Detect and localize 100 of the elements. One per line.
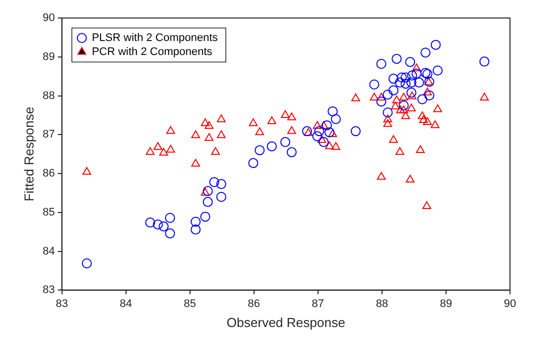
point [407,70,418,81]
point [200,118,210,126]
x-tick-label: 83 [56,298,68,310]
point [200,188,210,196]
y-tick-label: 90 [42,12,55,24]
point [401,111,410,120]
x-tick-label: 89 [440,298,452,310]
point [418,111,427,120]
point [412,64,421,72]
point [280,110,290,118]
y-tick-label: 89 [42,50,55,63]
point [480,92,489,100]
point [392,54,402,64]
point [328,129,338,138]
point [405,56,416,67]
point [202,186,213,196]
point [153,142,162,150]
x-tick-label: 84 [120,298,132,310]
point [430,40,441,50]
point [216,192,226,202]
point [351,93,360,102]
point [146,147,155,155]
point [254,145,265,156]
point [190,224,201,235]
legend-label: PCR with 2 Components [92,46,213,58]
point [324,127,334,138]
point [412,68,422,79]
point [165,228,176,238]
point [317,135,326,143]
point [82,166,92,175]
point [400,78,411,89]
x-tick-label: 88 [376,298,388,310]
point [424,90,434,100]
point [286,147,297,158]
point [200,212,210,222]
point [202,196,213,207]
point [152,219,163,230]
point [406,78,416,88]
point [328,106,338,116]
x-tick-label: 86 [248,298,260,310]
y-axis-title: Fitted Response [21,106,36,202]
point [312,131,322,142]
y-tick-label: 84 [42,245,55,258]
point [394,78,405,88]
point [325,141,334,150]
point [248,158,258,168]
point [191,130,200,138]
point [423,117,432,125]
point [406,174,415,183]
point [280,137,290,148]
point [209,177,220,188]
point [376,96,386,107]
point [145,218,156,228]
point [416,145,425,153]
point [82,258,92,268]
y-tick-label: 86 [42,168,55,180]
point [287,112,296,120]
point [204,133,214,141]
point [432,65,443,76]
point [392,95,402,104]
y-tick-label: 88 [42,90,55,102]
y-tick-label: 85 [42,206,55,218]
point [396,106,405,114]
point [382,90,393,100]
x-tick-label: 85 [184,298,196,310]
point [312,121,322,129]
point [166,144,176,153]
point [216,114,226,122]
point [159,148,168,156]
point [398,100,409,110]
point [370,92,379,100]
point [211,147,220,155]
point [430,120,440,128]
point [216,179,226,190]
point [191,158,200,167]
point [165,212,176,223]
point [383,114,392,122]
point [420,48,430,58]
point [383,119,392,127]
point [419,115,428,124]
point [391,102,400,110]
point [376,92,386,100]
point [314,126,324,136]
point [267,116,276,124]
y-tick-label: 87 [42,128,55,141]
point [399,106,408,114]
point [204,121,214,129]
legend-label: PLSR with 2 Components [92,32,218,44]
point [319,121,328,129]
point [318,137,329,148]
point [322,120,332,130]
point [248,118,258,126]
point [417,94,428,104]
point [190,216,201,227]
point [369,79,380,90]
y-tick-label: 83 [42,284,55,296]
point [389,135,398,143]
point [400,72,411,82]
point [166,126,176,134]
x-tick-label: 87 [312,298,324,310]
